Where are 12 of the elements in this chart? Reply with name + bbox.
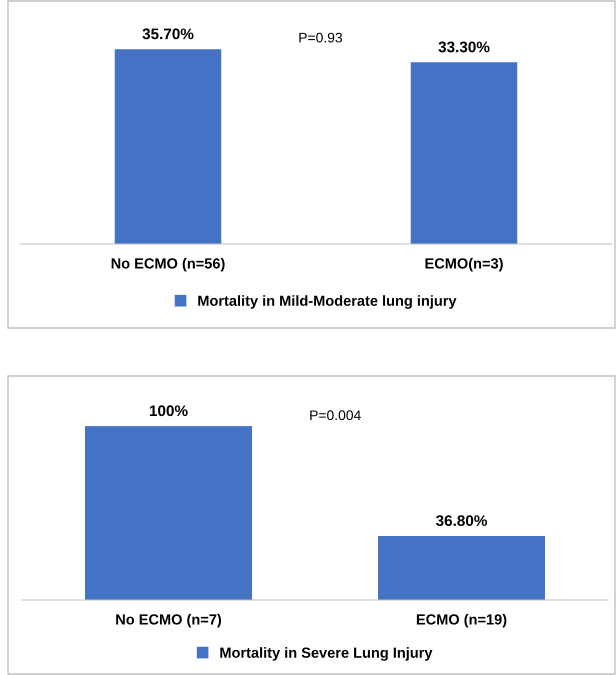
text: P=0.004 — [310, 410, 361, 420]
data-label: 100% — [150, 405, 188, 416]
text: P=0.93 — [299, 32, 342, 43]
legend-label: Mortality in Mild-Moderate lung injury — [198, 295, 456, 309]
x-tick-label: No ECMO (n=56) — [112, 258, 225, 272]
legend-label: Mortality in Severe Lung Injury — [220, 647, 432, 661]
data-label: 33.30% — [438, 42, 490, 52]
x-tick-label: ECMO(n=3) — [425, 258, 503, 272]
x-tick-label: No ECMO (n=7) — [116, 614, 222, 628]
data-label: 35.70% — [142, 28, 194, 40]
data-label: 36.80% — [436, 515, 488, 526]
x-tick-label: ECMO (n=19) — [416, 614, 506, 628]
